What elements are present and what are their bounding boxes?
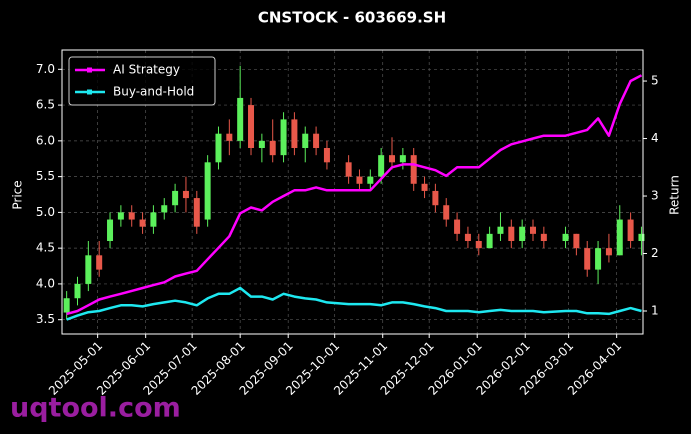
candle-body xyxy=(378,155,385,177)
candle-body xyxy=(63,298,70,313)
candle-body xyxy=(215,133,222,163)
chart-title: CNSTOCK - 603669.SH xyxy=(258,9,446,27)
candle-body xyxy=(258,140,265,149)
candle-body xyxy=(410,155,417,184)
y2-tick-label: 2 xyxy=(651,246,659,260)
candle-body xyxy=(74,283,81,299)
candle-body xyxy=(389,155,396,163)
watermark: uqtool.com xyxy=(10,393,181,424)
candle-body xyxy=(128,212,135,220)
y-axis-label: Price xyxy=(11,180,25,209)
legend-label: AI Strategy xyxy=(113,63,180,77)
candle-body xyxy=(595,248,602,270)
y-tick-label: 6.5 xyxy=(36,98,55,112)
candle-body xyxy=(432,190,439,206)
candle-body xyxy=(540,233,547,242)
candle-body xyxy=(280,119,287,156)
y2-axis-label: Return xyxy=(668,175,682,215)
candle-body xyxy=(497,226,504,234)
candle-body xyxy=(464,233,471,242)
candle-body xyxy=(269,140,276,156)
candle-body xyxy=(323,148,330,163)
candle-body xyxy=(117,212,124,220)
candle-body xyxy=(573,233,580,249)
candle-body xyxy=(313,133,320,149)
candle-body xyxy=(454,219,461,234)
y2-tick-label: 1 xyxy=(651,304,659,318)
y-tick-label: 5.0 xyxy=(36,205,55,219)
candle-body xyxy=(529,226,536,234)
y-tick-label: 6.0 xyxy=(36,133,55,147)
candle-body xyxy=(627,219,634,242)
candle-body xyxy=(182,190,189,199)
y2-tick-label: 4 xyxy=(651,131,659,145)
candle-body xyxy=(96,255,103,270)
candle-body xyxy=(562,233,569,242)
candle-body xyxy=(107,219,114,242)
candle-body xyxy=(193,198,200,227)
candle-body xyxy=(204,162,211,220)
candle-body xyxy=(139,219,146,227)
candle-body xyxy=(443,205,450,220)
candle-body xyxy=(226,133,233,141)
y-tick-label: 5.5 xyxy=(36,169,55,183)
candle-body xyxy=(605,248,612,256)
candle-body xyxy=(399,155,406,163)
candle-body xyxy=(291,119,298,149)
candle-body xyxy=(638,233,645,242)
candle-body xyxy=(421,183,428,191)
candle-body xyxy=(345,162,352,177)
candle-body xyxy=(237,97,244,141)
series-line xyxy=(66,74,643,316)
candle-body xyxy=(475,241,482,249)
plot-frame xyxy=(61,49,644,335)
candle-body xyxy=(248,105,255,149)
y-tick-label: 4.5 xyxy=(36,241,55,255)
y-tick-label: 7.0 xyxy=(36,62,55,76)
candle-body xyxy=(150,212,157,227)
candle-body xyxy=(584,248,591,270)
candle-body xyxy=(616,219,623,256)
y-tick-label: 4.0 xyxy=(36,276,55,290)
legend-marker xyxy=(87,89,92,95)
candle-body xyxy=(508,226,515,242)
candle-body xyxy=(356,176,363,184)
candle-body xyxy=(519,226,526,242)
y-tick-label: 3.5 xyxy=(36,312,55,326)
legend-label: Buy-and-Hold xyxy=(113,85,194,99)
candle-body xyxy=(85,255,92,284)
candle-body xyxy=(172,190,179,206)
legend-box xyxy=(68,56,216,106)
candle-body xyxy=(302,133,309,149)
series-line xyxy=(66,286,642,321)
candle-body xyxy=(367,176,374,184)
y2-tick-label: 3 xyxy=(651,189,659,203)
candle-body xyxy=(486,233,493,249)
candle-body xyxy=(161,205,168,213)
y2-tick-label: 5 xyxy=(651,74,659,88)
legend-marker xyxy=(87,67,92,73)
